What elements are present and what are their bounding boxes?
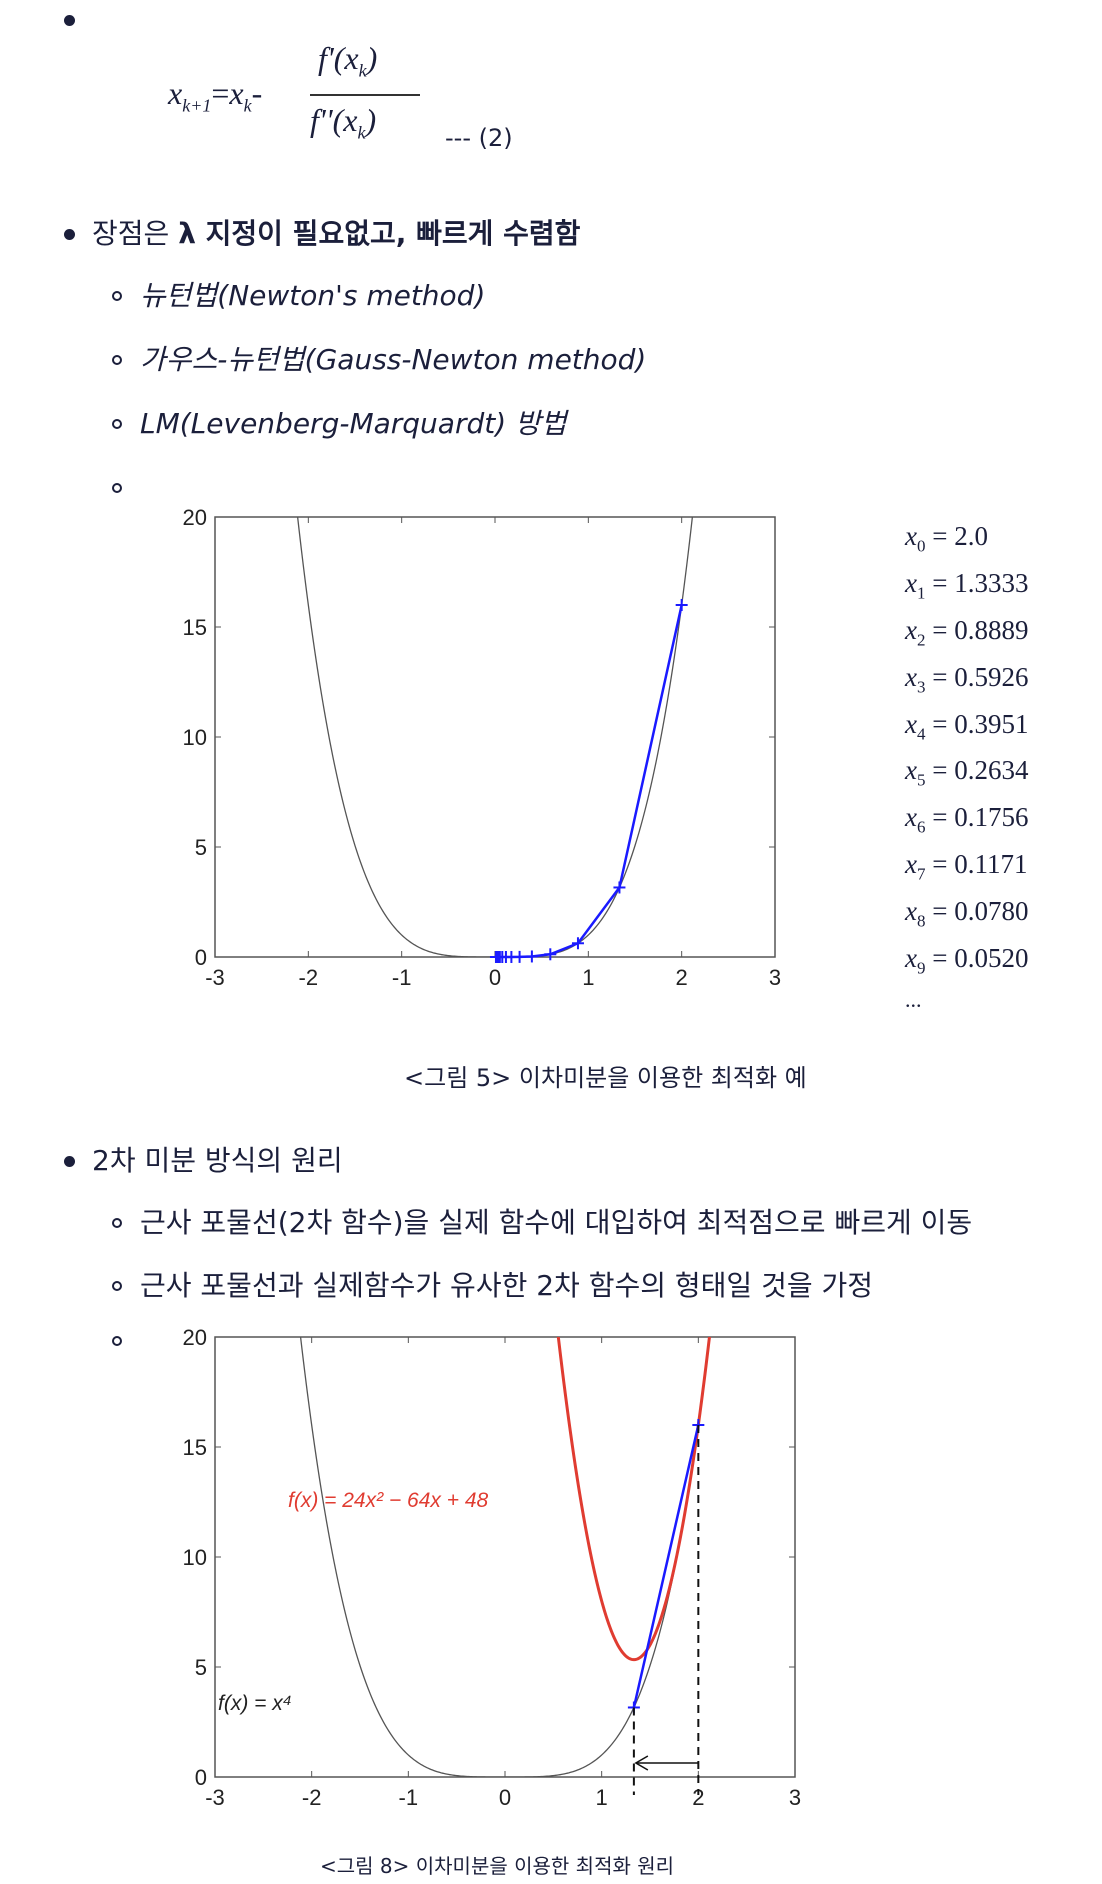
iterate-marker (489, 951, 502, 963)
iterate-row: x3 = 0.5926 (905, 661, 1029, 697)
method-newton: 뉴턴법(Newton's method) (140, 279, 486, 312)
figure8-caption: <그림 8> 이차미분을 이용한 최적화 원리 (320, 1854, 675, 1878)
x-tick-label: 1 (582, 965, 594, 990)
iterate-ellipsis: ... (905, 986, 922, 1012)
equation-number: --- (2) (445, 124, 513, 152)
iterate-marker (613, 881, 626, 894)
y-tick-label: 10 (183, 725, 207, 750)
principle-item-2: 근사 포물선과 실제함수가 유사한 2차 함수의 형태일 것을 가정 (140, 1269, 874, 1302)
principle-item-1: 근사 포물선(2차 함수)을 실제 함수에 대입하여 최적점으로 빠르게 이동 (140, 1206, 973, 1239)
iterate-row: x8 = 0.0780 (905, 896, 1029, 931)
sub-bullet-ring (112, 1218, 122, 1228)
iterate-row: x0 = 2.0 (905, 521, 988, 556)
curve-label: f(x) = x⁴ (218, 1692, 292, 1715)
figure5-chart: -3 -2 -1 0 1 2 3 0 5 10 15 20 (183, 505, 782, 990)
y-tick-label: 5 (195, 835, 207, 860)
parabola-label: f(x) = 24x² − 64x + 48 (288, 1489, 489, 1512)
sub-bullet-ring (112, 483, 122, 493)
principle-text: 2차 미분 방식의 원리 (92, 1144, 343, 1177)
x-tick-label: -1 (399, 1785, 419, 1810)
x-tick-label: 0 (489, 965, 501, 990)
sub-bullet-ring (112, 419, 122, 429)
y-tick-label: 0 (195, 945, 207, 970)
function-curve (299, 1337, 711, 1777)
iterate-marker (525, 950, 538, 963)
x-tick-label: -2 (299, 965, 319, 990)
method-lm: LM(Levenberg-Marquardt) 방법 (140, 407, 567, 440)
newton-step-line (632, 1424, 700, 1708)
x-tick-label: -1 (392, 965, 412, 990)
y-tick-label: 20 (183, 505, 207, 530)
bullet-dot (64, 1156, 75, 1167)
x-tick-label: 0 (499, 1785, 511, 1810)
iterate-row: x7 = 0.1171 (905, 849, 1028, 884)
iterate-marker (571, 937, 584, 950)
sub-bullet-ring (112, 1281, 122, 1291)
x-tick-label: 2 (692, 1785, 704, 1810)
x-tick-label: -2 (302, 1785, 322, 1810)
newton-update-formula: xk+1=xk- f'(xk) f''(xk) (168, 40, 568, 150)
x-tick-label: 1 (596, 1785, 608, 1810)
iterate-row: x9 = 0.0520 (905, 943, 1029, 978)
method-gauss-newton: 가우스-뉴턴법(Gauss-Newton method) (140, 343, 647, 376)
y-tick-label: 5 (195, 1655, 207, 1680)
iterate-marker (675, 599, 688, 611)
bullet-dot (64, 229, 75, 240)
iterate-row: x1 = 1.3333 (905, 567, 1029, 603)
y-tick-label: 10 (183, 1545, 207, 1570)
iterate-path (495, 604, 683, 959)
sub-bullet-ring (112, 355, 122, 365)
x-tick-label: -3 (205, 1785, 225, 1810)
x-tick-label: 3 (789, 1785, 801, 1810)
sub-bullet-ring (112, 291, 122, 301)
iterate-list: x0 = 2.0 x1 = 1.3333 x2 = 0.8889 x3 = 0.592… (905, 518, 1095, 1013)
y-tick-label: 0 (195, 1765, 207, 1790)
y-tick-label: 15 (183, 1435, 207, 1460)
x-tick-label: -3 (205, 965, 225, 990)
x-tick-label: 3 (769, 965, 781, 990)
figure5-caption: <그림 5> 이차미분을 이용한 최적화 예 (404, 1064, 807, 1092)
approx-parabola (556, 1337, 711, 1662)
x-tick-label: 2 (676, 965, 688, 990)
y-tick-label: 20 (183, 1325, 207, 1350)
sub-bullet-ring (112, 1336, 122, 1346)
iterate-row: x2 = 0.8889 (905, 614, 1029, 650)
figure8-chart: -3 -2 -1 0 1 2 3 0 5 10 15 20 f(x) = 24x² − 64x + 48… (183, 1325, 802, 1810)
advantage-text: 장점은 λ 지정이 필요없고, 빠르게 수렴함 (92, 217, 581, 250)
function-curve (296, 517, 694, 957)
iterate-marker (544, 948, 557, 961)
plot-frame (214, 1336, 796, 1778)
iterate-row: x6 = 0.1756 (905, 802, 1029, 837)
iterate-row: x5 = 0.2634 (905, 755, 1029, 790)
iterate-row: x4 = 0.3951 (905, 708, 1029, 743)
y-tick-label: 15 (183, 615, 207, 640)
bullet-dot (64, 15, 75, 26)
step-arrow-head (634, 1755, 649, 1771)
plot-frame (214, 516, 776, 958)
